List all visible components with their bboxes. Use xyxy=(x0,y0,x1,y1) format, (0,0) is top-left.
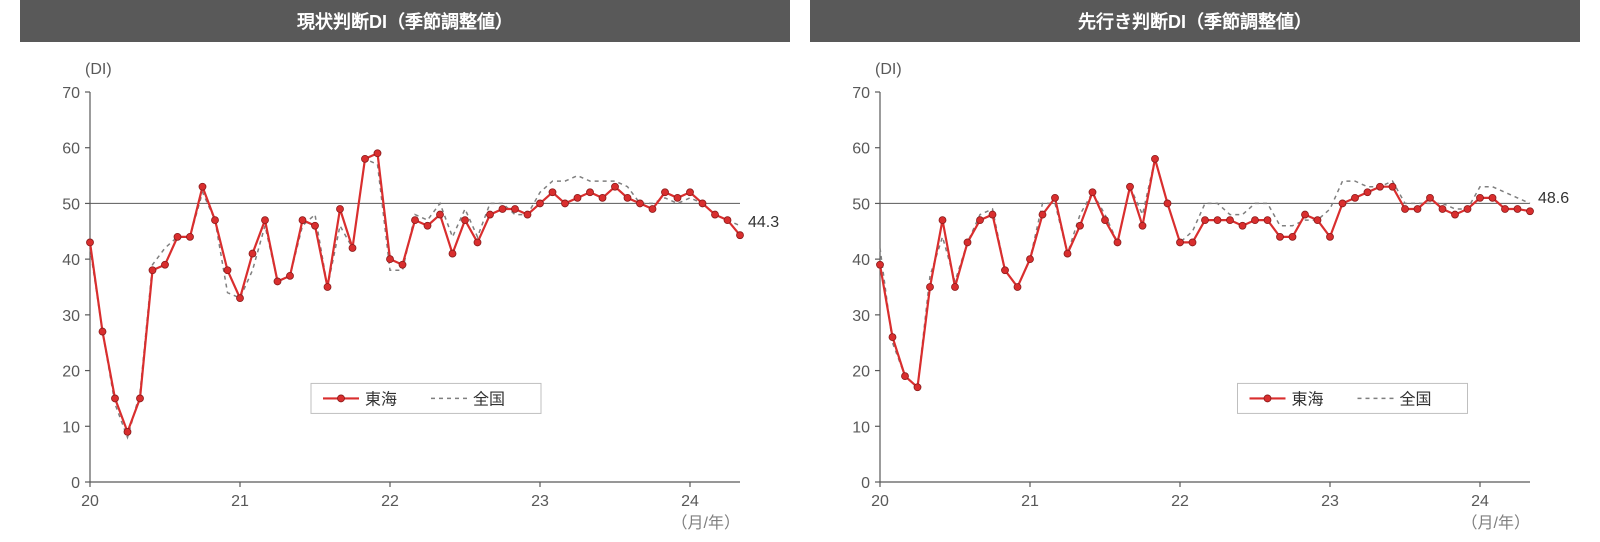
chart-body-outlook: (DI) 0 10 20 30 40 50 60 70 20 21 22 23 24 （月/年） 48.6 東海… xyxy=(810,42,1580,542)
svg-text:（月/年）: （月/年） xyxy=(672,514,740,532)
chart-body-current: (DI) 0 10 20 30 40 50 60 70 20 21 22 23 24 （月/年） 44.3 東海… xyxy=(20,42,790,542)
svg-text:(DI): (DI) xyxy=(875,61,902,78)
svg-text:30: 30 xyxy=(62,308,80,325)
svg-text:0: 0 xyxy=(71,475,80,492)
chart-svg: (DI) 0 10 20 30 40 50 60 70 20 21 22 23 24 （月/年） 48.6 東海… xyxy=(810,42,1580,542)
svg-text:70: 70 xyxy=(62,85,80,102)
svg-text:24: 24 xyxy=(681,493,699,510)
chart-panel-current: 現状判断DI（季節調整値） (DI) 0 10 20 30 40 50 60 70 20 21 22 2… xyxy=(20,0,790,536)
svg-text:全国: 全国 xyxy=(473,390,505,408)
svg-text:70: 70 xyxy=(852,85,870,102)
svg-text:50: 50 xyxy=(852,196,870,213)
svg-text:24: 24 xyxy=(1471,493,1489,510)
svg-text:全国: 全国 xyxy=(1400,390,1432,408)
svg-text:21: 21 xyxy=(1021,493,1039,510)
svg-text:20: 20 xyxy=(81,493,99,510)
chart-panel-outlook: 先行き判断DI（季節調整値） (DI) 0 10 20 30 40 50 60 70 20 21 22… xyxy=(810,0,1580,536)
svg-text:23: 23 xyxy=(1321,493,1339,510)
svg-text:21: 21 xyxy=(231,493,249,510)
svg-text:0: 0 xyxy=(861,475,870,492)
svg-text:60: 60 xyxy=(852,141,870,158)
svg-text:22: 22 xyxy=(381,493,399,510)
svg-text:20: 20 xyxy=(852,364,870,381)
chart-svg: (DI) 0 10 20 30 40 50 60 70 20 21 22 23 24 （月/年） 44.3 東海… xyxy=(20,42,790,542)
svg-text:22: 22 xyxy=(1171,493,1189,510)
chart-title-outlook: 先行き判断DI（季節調整値） xyxy=(810,0,1580,42)
svg-text:40: 40 xyxy=(852,252,870,269)
svg-text:東海: 東海 xyxy=(1292,390,1324,408)
chart-title-current: 現状判断DI（季節調整値） xyxy=(20,0,790,42)
svg-text:20: 20 xyxy=(62,364,80,381)
svg-text:44.3: 44.3 xyxy=(748,214,779,231)
svg-text:東海: 東海 xyxy=(365,390,397,408)
svg-text:50: 50 xyxy=(62,196,80,213)
svg-text:10: 10 xyxy=(62,419,80,436)
charts-row: 現状判断DI（季節調整値） (DI) 0 10 20 30 40 50 60 70 20 21 22 2… xyxy=(0,0,1600,536)
svg-text:10: 10 xyxy=(852,419,870,436)
svg-text:60: 60 xyxy=(62,141,80,158)
svg-text:（月/年）: （月/年） xyxy=(1462,514,1530,532)
svg-text:40: 40 xyxy=(62,252,80,269)
svg-text:20: 20 xyxy=(871,493,889,510)
svg-text:30: 30 xyxy=(852,308,870,325)
svg-text:(DI): (DI) xyxy=(85,61,112,78)
svg-text:23: 23 xyxy=(531,493,549,510)
svg-text:48.6: 48.6 xyxy=(1538,190,1569,207)
